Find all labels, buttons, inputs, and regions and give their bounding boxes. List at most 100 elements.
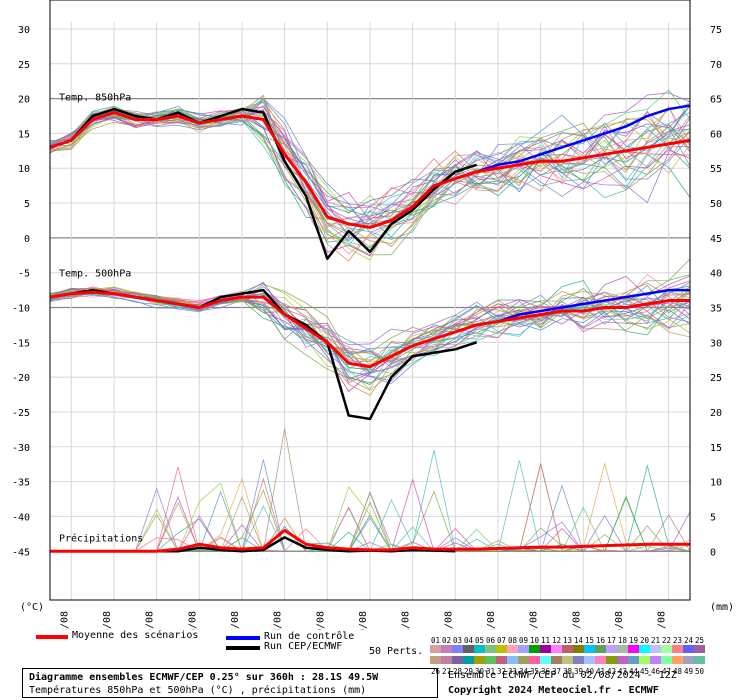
right-info: Ensemble ECMWF/CEP du 02/08/2024 - 12Z C… — [448, 668, 677, 698]
x-tick-label: 04/08 — [102, 611, 113, 630]
pert-number: 04 — [463, 636, 474, 645]
pert-number: 37 — [551, 667, 562, 676]
t500-member-line — [49, 281, 691, 363]
pert-number: 07 — [496, 636, 507, 645]
pert-swatch — [452, 656, 463, 664]
right-unit-label: (mm) — [710, 602, 734, 613]
pert-swatch — [474, 656, 485, 664]
left-tick-label: -5 — [18, 269, 30, 280]
x-tick-label: 05/08 — [145, 611, 156, 630]
right-tick-label: 55 — [710, 164, 722, 175]
pert-swatch — [529, 645, 540, 653]
t850-member-line — [49, 109, 691, 256]
pert-swatch — [562, 656, 573, 664]
right-tick-label: 15 — [710, 443, 722, 454]
left-tick-label: 10 — [18, 164, 30, 175]
panel-title: Précipitations — [59, 532, 143, 544]
left-tick-label: -30 — [12, 443, 30, 454]
chart-axes: 302520151050-5-10-15-20-25-30-35-40-4575… — [12, 0, 734, 630]
t850-member-line — [49, 103, 691, 261]
pert-bottom-swatches — [430, 656, 706, 667]
plot-frame — [49, 0, 691, 601]
pert-number: 42 — [606, 667, 617, 676]
t500-mean-line — [49, 290, 690, 369]
pert-swatch — [661, 645, 672, 653]
pert-number: 45 — [639, 667, 650, 676]
t850-member-line — [49, 110, 691, 236]
left-tick-label: 30 — [18, 25, 30, 36]
pert-swatch — [584, 656, 595, 664]
pert-swatch — [496, 645, 507, 653]
pert-number: 09 — [518, 636, 529, 645]
pert-number: 03 — [452, 636, 463, 645]
main-series — [49, 104, 691, 553]
t500-member-line — [49, 286, 691, 362]
pert-number: 43 — [617, 667, 628, 676]
pert-number: 18 — [617, 636, 628, 645]
pert-number: 50 — [694, 667, 705, 676]
pert-number: 31 — [485, 667, 496, 676]
pert-number: 35 — [529, 667, 540, 676]
t850-member-line — [49, 113, 691, 244]
x-tick-label: 06/08 — [187, 611, 198, 630]
right-tick-label: 30 — [710, 338, 722, 349]
pert-swatch — [430, 656, 441, 664]
pert-swatch — [485, 656, 496, 664]
pert-number: 08 — [507, 636, 518, 645]
t850-member-line — [49, 104, 691, 214]
pert-swatch — [507, 656, 518, 664]
right-tick-label: 25 — [710, 373, 722, 384]
pert-swatch — [650, 656, 661, 664]
right-tick-label: 65 — [710, 95, 722, 106]
x-tick-label: 09/08 — [315, 611, 326, 630]
x-tick-label: 14/08 — [529, 611, 540, 630]
t850-member-line — [49, 98, 691, 238]
pert-number: 29 — [463, 667, 474, 676]
pert-number: 20 — [639, 636, 650, 645]
pert-number: 16 — [595, 636, 606, 645]
info-line2: Températures 850hPa et 500hPa (°C) , pré… — [29, 685, 367, 696]
t500-member-line — [49, 289, 691, 375]
left-tick-label: -20 — [12, 373, 30, 384]
pert-number: 14 — [573, 636, 584, 645]
pert-swatch — [650, 645, 661, 653]
t850-ecmwf-line — [49, 107, 478, 261]
x-tick-label: 03/08 — [59, 611, 70, 630]
x-tick-label: 13/08 — [486, 611, 497, 630]
pert-swatch — [573, 645, 584, 653]
pert-swatch — [496, 656, 507, 664]
pert-number: 19 — [628, 636, 639, 645]
info-line1: Diagramme ensembles ECMWF/CEP 0.25° sur … — [29, 672, 379, 683]
ensemble-chart: 302520151050-5-10-15-20-25-30-35-40-4575… — [12, 0, 734, 630]
pert-swatch — [672, 656, 683, 664]
pert-number: 26 — [430, 667, 441, 676]
left-tick-label: -45 — [12, 547, 30, 558]
x-tick-label: 07/08 — [230, 611, 241, 630]
pert-number: 47 — [661, 667, 672, 676]
pert-number: 49 — [683, 667, 694, 676]
pert-number: 05 — [474, 636, 485, 645]
x-tick-label: 17/08 — [657, 611, 668, 630]
pert-swatch — [573, 656, 584, 664]
pert-number: 23 — [672, 636, 683, 645]
pert-number: 32 — [496, 667, 507, 676]
pert-number: 33 — [507, 667, 518, 676]
right-tick-label: 70 — [710, 60, 722, 71]
pert-swatch — [441, 656, 452, 664]
pert-swatch — [595, 656, 606, 664]
legend-ecmwf-label: Run CEP/ECMWF — [264, 641, 343, 652]
x-tick-label: 12/08 — [443, 611, 454, 630]
pert-number: 11 — [540, 636, 551, 645]
right-tick-label: 50 — [710, 199, 722, 210]
pert-number: 41 — [595, 667, 606, 676]
pert-swatch — [606, 645, 617, 653]
pert-swatch — [595, 645, 606, 653]
pert-number: 10 — [529, 636, 540, 645]
left-tick-label: -25 — [12, 408, 30, 419]
pert-number: 01 — [430, 636, 441, 645]
pert-swatch — [672, 645, 683, 653]
right-tick-label: 20 — [710, 408, 722, 419]
panel-title: Temp. 850hPa — [59, 93, 131, 104]
t850-member-line — [49, 110, 691, 242]
copyright-label: Copyright 2024 Meteociel.fr - ECMWF — [448, 685, 659, 696]
